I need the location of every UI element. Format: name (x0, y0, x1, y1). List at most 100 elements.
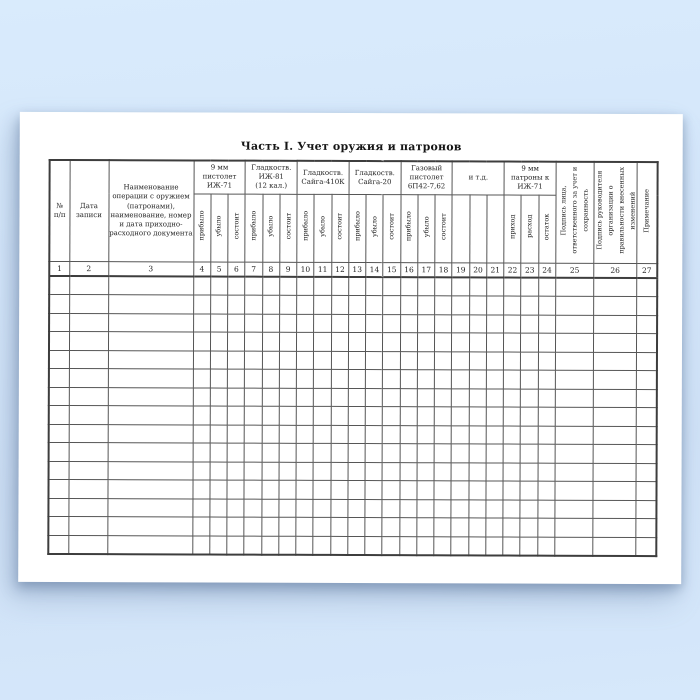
blank-cell (451, 517, 469, 537)
blank-cell (107, 350, 193, 369)
blank-cell (68, 424, 108, 443)
blank-cell (330, 461, 348, 481)
blank-cell (399, 425, 418, 444)
blank-cell (503, 333, 521, 352)
blank-cell (68, 405, 108, 425)
blank-cell (261, 443, 279, 462)
blank-cell (227, 424, 245, 444)
blank-cell (48, 460, 69, 480)
blank-cell (486, 406, 504, 426)
blank-cell (365, 369, 383, 389)
custodian-signature-label: Подпись лица, ответственного за учет и с… (559, 167, 590, 254)
blank-cell (261, 369, 280, 388)
blank-cell (486, 277, 504, 297)
expense-label: расход (525, 214, 534, 239)
blank-cell (48, 497, 69, 517)
blank-cell (399, 462, 417, 481)
blank-cell (210, 387, 228, 407)
blank-cell (592, 518, 636, 537)
blank-cell (108, 294, 194, 314)
blank-cell (555, 351, 594, 371)
blank-cell (192, 424, 210, 444)
blank-cell (502, 518, 521, 537)
blank-cell (399, 499, 417, 518)
blank-cell (107, 461, 193, 480)
blank-cell (210, 369, 228, 388)
blank-cell (244, 369, 262, 388)
blank-cell (520, 314, 539, 334)
blank-cell (382, 517, 400, 537)
blank-cell (48, 534, 69, 554)
blank-cell (331, 276, 349, 296)
blank-cell (262, 313, 280, 333)
blank-cell (330, 387, 349, 407)
blank-cell (279, 295, 297, 314)
sub-header-gas-departed: убыло (417, 194, 436, 263)
blank-cell (296, 369, 314, 388)
group-izh71-label: 9 мм пистолет ИЖ-71 (202, 163, 237, 190)
blank-cell (486, 314, 504, 334)
blank-cell (417, 425, 435, 444)
blank-cell (555, 296, 594, 315)
blank-cell (592, 462, 636, 482)
group-header-saiga410k: Гладкоств. Сайга-410К (297, 160, 349, 194)
blank-cell (68, 331, 109, 351)
blank-cell (244, 498, 262, 518)
blank-cell (400, 332, 418, 352)
blank-cell (227, 313, 245, 333)
blank-cell (468, 480, 486, 500)
blank-cell (417, 351, 435, 370)
blank-cell (107, 368, 193, 388)
blank-cell (278, 480, 297, 499)
blank-cell (417, 277, 435, 296)
blank-cell (485, 480, 504, 500)
blank-record-row (48, 368, 658, 390)
blank-cell (226, 517, 245, 536)
blank-cell (417, 406, 435, 426)
blank-cell (416, 536, 434, 555)
blank-cell (399, 517, 417, 537)
blank-cell (537, 407, 556, 426)
arrived-label: прибыло (404, 211, 413, 242)
blank-cell (365, 480, 383, 500)
blank-cell (108, 276, 194, 295)
blank-cell (520, 425, 538, 445)
blank-cell (278, 535, 296, 555)
blank-cell (503, 351, 521, 371)
blank-record-row (48, 349, 658, 371)
blank-cell (468, 406, 487, 426)
blank-cell (469, 314, 487, 333)
blank-cell (330, 535, 348, 555)
blank-cell (261, 535, 279, 555)
blank-cell (227, 406, 245, 425)
blank-cell (554, 518, 593, 537)
onhand-label: состоит (335, 212, 344, 240)
group-header-saiga20: Гладкоств. Сайга-20 (348, 160, 401, 195)
column-number: 21 (486, 262, 504, 278)
blank-cell (192, 442, 210, 462)
blank-cell (279, 369, 297, 388)
sub-header-saiga410k-onhand: состоит (331, 193, 349, 262)
blank-cell (48, 331, 70, 351)
blank-cell (364, 536, 383, 555)
blank-cell (468, 425, 487, 444)
blank-cell (244, 424, 262, 444)
row-number-label: № п/п (53, 201, 66, 219)
blank-cell (434, 332, 452, 352)
blank-cell (244, 480, 262, 499)
blank-cell (279, 313, 297, 333)
blank-cell (635, 462, 657, 482)
blank-cell (382, 443, 400, 463)
blank-cell (365, 443, 383, 463)
blank-cell (244, 443, 262, 462)
blank-cell (451, 369, 470, 389)
blank-cell (348, 406, 366, 426)
blank-cell (68, 498, 108, 517)
column-number: 10 (296, 261, 315, 277)
blank-cell (636, 425, 657, 445)
blank-cell (108, 313, 194, 332)
blank-record-row (48, 479, 657, 501)
blank-cell (503, 277, 522, 297)
remainder-label: остаток (542, 213, 551, 240)
column-number: 16 (400, 262, 418, 278)
